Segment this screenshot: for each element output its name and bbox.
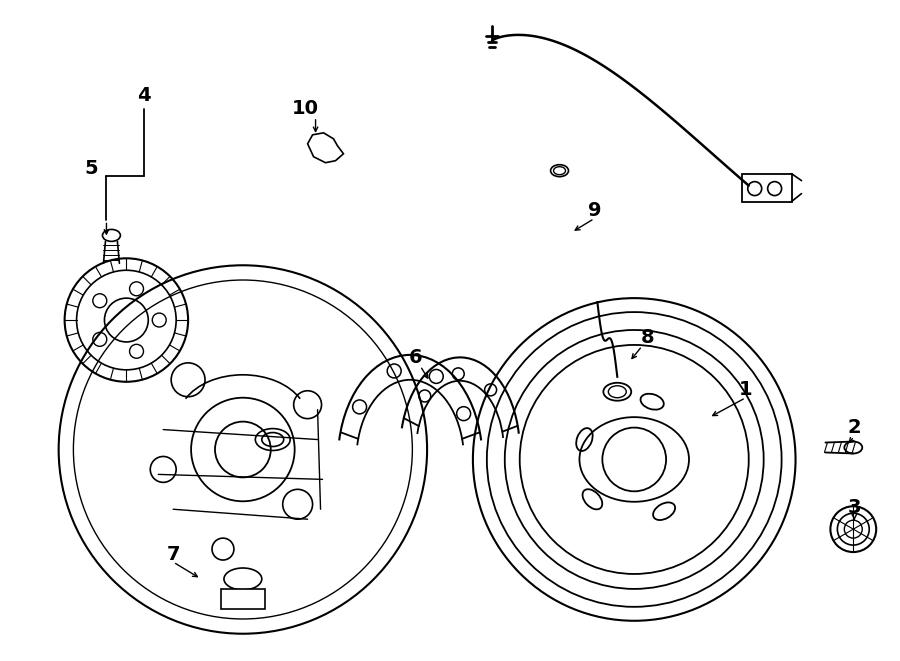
- Text: 7: 7: [166, 545, 180, 564]
- Text: 3: 3: [848, 498, 861, 517]
- Text: 2: 2: [848, 418, 861, 437]
- Bar: [742, 174, 792, 202]
- Polygon shape: [308, 133, 344, 163]
- Text: 4: 4: [138, 87, 151, 106]
- Text: 8: 8: [641, 329, 654, 348]
- Text: 9: 9: [588, 201, 601, 220]
- Bar: [221, 589, 265, 609]
- Text: 1: 1: [739, 380, 752, 399]
- Text: 5: 5: [85, 159, 98, 178]
- Text: 6: 6: [409, 348, 422, 368]
- Text: 10: 10: [292, 99, 320, 118]
